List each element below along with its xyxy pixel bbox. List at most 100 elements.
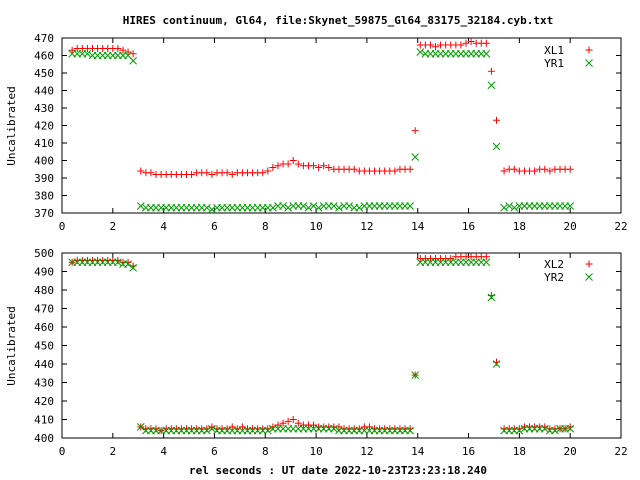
point-yr2	[114, 258, 122, 267]
point-yr1	[129, 56, 137, 65]
point-xl1	[482, 39, 490, 47]
point-xl1	[114, 45, 122, 52]
legend-marker-xl1	[585, 46, 593, 54]
point-yr1	[487, 81, 496, 90]
point-xl1	[147, 169, 155, 177]
point-yr1	[330, 202, 338, 210]
axis-ticks-bottom: 0 2 4 6 8 10 12 14 16 18 20 22 400 410 420 430 440 450 460…	[34, 247, 628, 458]
point-xl1	[566, 165, 574, 173]
x-axis-label: rel seconds : UT date 2022-10-23T23:23:1…	[189, 464, 487, 477]
point-xl1	[274, 162, 282, 170]
axis-ticks-top: 0 2 4 6 8 10 12 14 16 18 20 22 370 380 390 400 410 420 430…	[34, 32, 628, 233]
point-xl1	[259, 169, 267, 177]
point-yr2	[540, 424, 549, 433]
point-xl2	[279, 419, 287, 427]
x-tick-label: 0	[59, 220, 66, 233]
x-tick-label: 16	[462, 220, 475, 233]
point-xl1	[289, 157, 297, 164]
point-xl1	[129, 50, 137, 58]
point-xl1	[432, 43, 440, 51]
point-yr1	[309, 202, 318, 210]
point-yr1	[411, 153, 420, 161]
point-xl1	[457, 41, 465, 49]
x-tick-label: 10	[309, 220, 322, 233]
x-tick-label: 22	[614, 445, 627, 458]
point-xl2	[447, 255, 455, 263]
point-xl1	[487, 67, 495, 75]
x-tick-label: 2	[110, 445, 117, 458]
point-yr1	[208, 205, 216, 214]
x-tick-label: 16	[462, 445, 475, 458]
point-yr1	[136, 202, 145, 210]
point-yr2	[487, 293, 496, 302]
x-tick-label: 18	[513, 220, 526, 233]
point-yr2	[411, 371, 420, 379]
point-xl2	[365, 423, 373, 431]
y-tick-label: 430	[34, 102, 54, 115]
point-yr2	[136, 423, 145, 431]
point-yr2	[330, 424, 338, 433]
legend-label-yr1: YR1	[544, 57, 564, 70]
point-xl1	[208, 171, 216, 178]
point-yr2	[406, 426, 414, 435]
x-tick-label: 2	[110, 220, 117, 233]
marks-top	[68, 38, 593, 214]
point-yr1	[269, 203, 277, 212]
panel-bottom: 0 2 4 6 8 10 12 14 16 18 20 22 400 410 420 430 440 450 460…	[5, 247, 628, 458]
point-yr2	[551, 426, 559, 435]
point-yr1	[304, 203, 313, 212]
y-tick-label: 370	[34, 207, 54, 220]
point-yr1	[299, 202, 308, 210]
y-tick-label: 460	[34, 321, 54, 334]
y-tick-label: 470	[34, 303, 54, 316]
point-yr2	[482, 258, 491, 267]
y-tick-label: 480	[34, 284, 54, 297]
y-tick-label: 450	[34, 340, 54, 353]
point-xl1	[315, 164, 323, 171]
point-xl1	[310, 162, 318, 170]
point-xl1	[541, 165, 549, 173]
point-xl1	[320, 162, 328, 170]
point-xl1	[325, 164, 333, 171]
x-tick-label: 22	[614, 220, 627, 233]
x-tick-label: 6	[211, 445, 218, 458]
point-xl2	[310, 421, 318, 429]
y-tick-label: 400	[34, 155, 54, 168]
y-tick-label: 410	[34, 414, 54, 427]
point-yr1	[500, 203, 508, 212]
point-xl1	[350, 165, 358, 173]
x-tick-label: 4	[160, 445, 167, 458]
legend-bottom: XL2 YR2	[544, 258, 564, 284]
chart-title: HIRES continuum, Gl64, file:Skynet_59875…	[123, 14, 553, 27]
y-tick-label: 470	[34, 32, 54, 45]
point-xl1	[467, 38, 475, 45]
point-yr2	[208, 424, 216, 433]
y-tick-label: 490	[34, 266, 54, 279]
point-yr1	[284, 203, 292, 212]
point-xl1	[546, 167, 554, 175]
point-xl1	[492, 116, 500, 124]
x-tick-label: 10	[309, 445, 322, 458]
point-yr1	[510, 203, 519, 212]
x-tick-label: 12	[360, 220, 373, 233]
point-xl1	[119, 46, 127, 54]
point-xl1	[223, 169, 231, 177]
marks-bottom	[68, 253, 593, 435]
y-axis-label-top: Uncalibrated	[5, 86, 18, 165]
point-xl2	[289, 416, 297, 423]
point-yr2	[124, 260, 132, 268]
point-yr2	[566, 424, 575, 433]
y-tick-label: 390	[34, 172, 54, 185]
point-xl2	[335, 423, 343, 431]
legend-label-xl2: XL2	[544, 258, 564, 271]
point-xl1	[500, 167, 508, 175]
y-tick-label: 440	[34, 358, 54, 371]
point-yr2	[202, 426, 211, 435]
y-tick-label: 450	[34, 67, 54, 80]
point-yr1	[406, 202, 414, 210]
plot-frame-bottom	[61, 252, 622, 439]
y-tick-label: 460	[34, 50, 54, 63]
point-xl1	[294, 160, 302, 168]
point-yr1	[492, 142, 501, 151]
